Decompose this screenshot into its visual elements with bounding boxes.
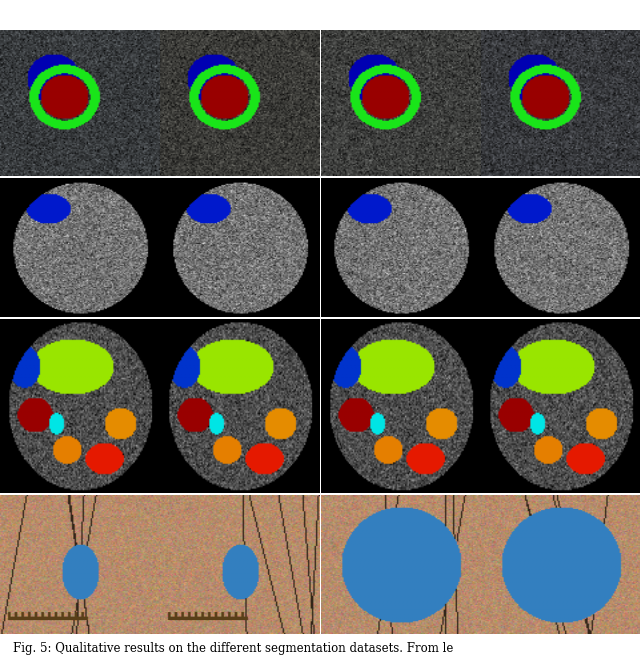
- Text: Fig. 5: Qualitative results on the different segmentation datasets. From le: Fig. 5: Qualitative results on the diffe…: [13, 642, 453, 655]
